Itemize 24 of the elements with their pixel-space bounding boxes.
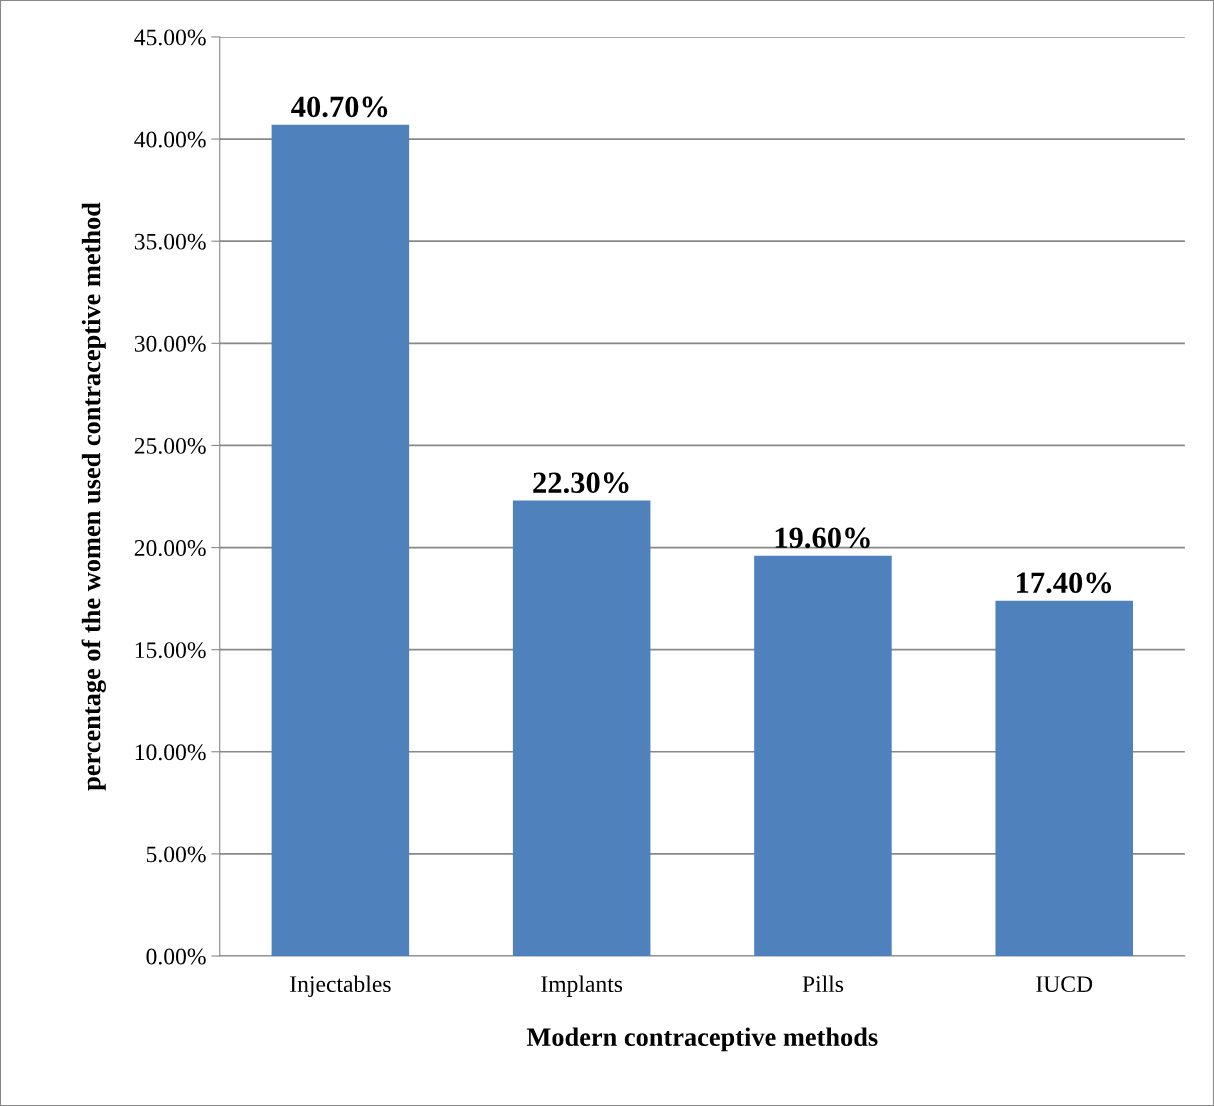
y-tick-label: 10.00% xyxy=(135,744,206,761)
bar xyxy=(995,600,1133,957)
y-tick-label: 45.00% xyxy=(134,29,206,46)
y-tick-label: 20.00% xyxy=(134,540,206,557)
y-axis-title: percentage of the women used contraceptive method xyxy=(81,202,106,791)
data-label: 17.40% xyxy=(1017,572,1112,594)
x-tick-label: Implants xyxy=(541,975,623,997)
bar xyxy=(512,500,651,957)
bar xyxy=(754,555,892,957)
x-tick-label: Injectables xyxy=(290,975,391,997)
bar xyxy=(271,124,410,957)
data-label: 19.60% xyxy=(775,527,870,549)
y-tick-label: 30.00% xyxy=(134,335,206,352)
x-tick-label: IUCD xyxy=(1036,976,1093,993)
y-tick-label: 35.00% xyxy=(134,233,206,250)
data-label: 40.70% xyxy=(291,96,388,118)
y-tick-label: 5.00% xyxy=(146,846,206,863)
x-axis-title: Modern contraceptive methods xyxy=(526,1027,878,1052)
y-tick-label: 25.00% xyxy=(134,437,206,454)
data-label: 22.30% xyxy=(533,472,629,494)
y-tick-label: 40.00% xyxy=(134,131,206,148)
y-tick-label: 0.00% xyxy=(146,948,206,965)
y-tick-label: 15.00% xyxy=(135,642,206,659)
x-tick-label: Pills xyxy=(802,975,844,993)
